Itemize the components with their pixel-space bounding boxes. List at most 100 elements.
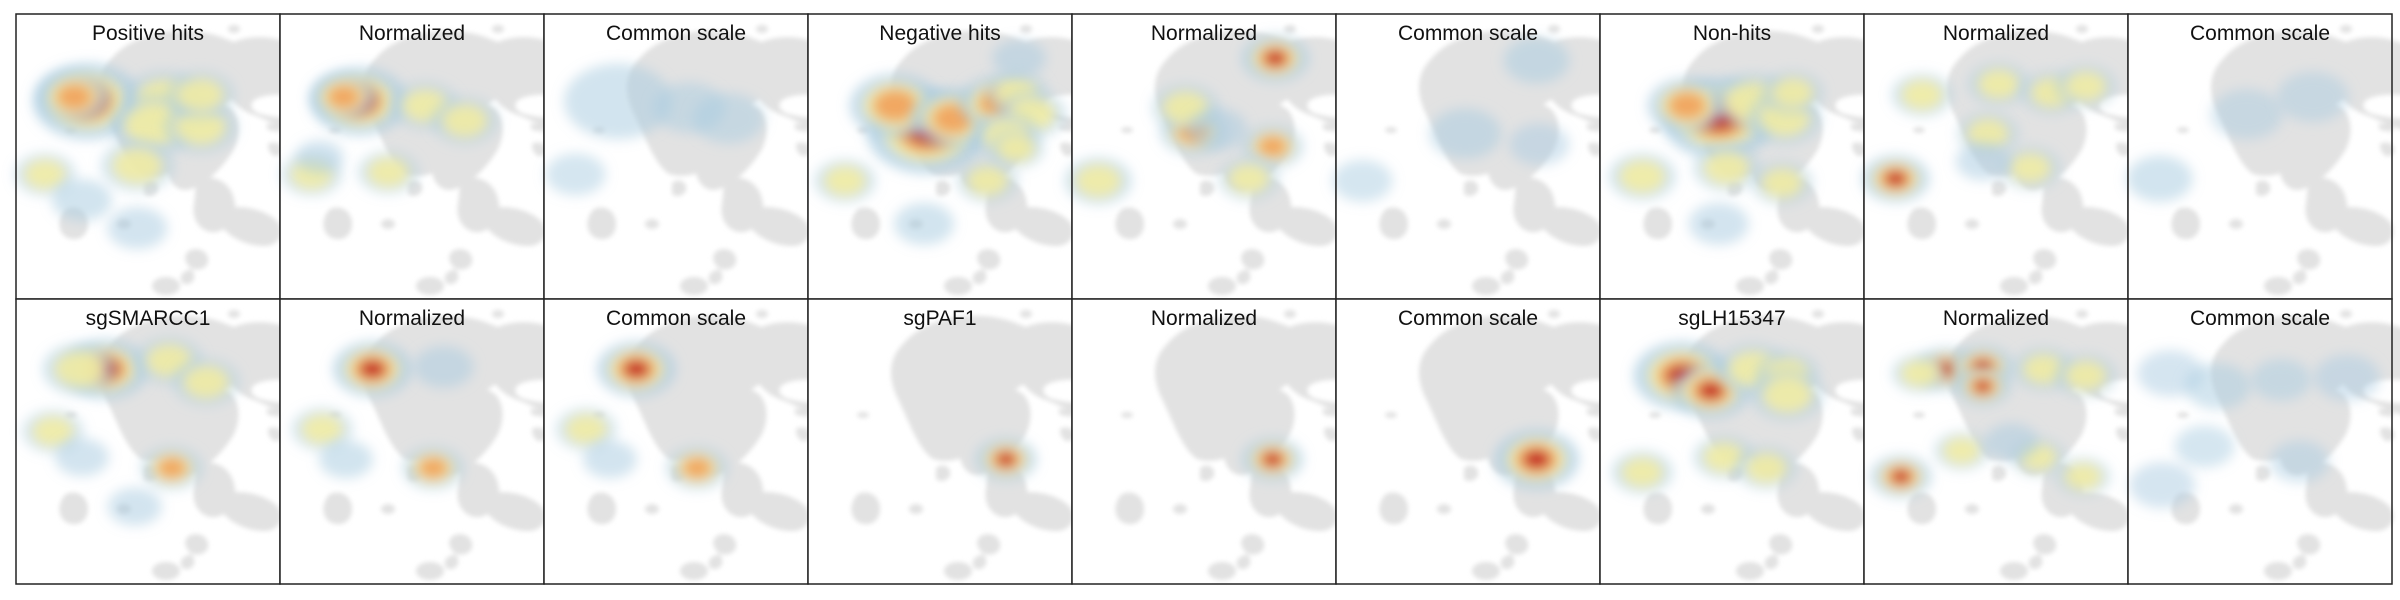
panel-title: Common scale [606,22,746,45]
density-panel: Normalized [1071,298,1430,585]
density-hotspot [1955,367,2010,406]
density-hotspot [15,153,76,196]
density-hotspot [1242,438,1303,481]
density-panel: sgLH15347 [1599,298,1958,585]
density-hotspot [38,71,111,123]
density-overlay [976,438,1036,481]
density-overlay [1242,438,1303,481]
density-hotspot [2210,89,2283,140]
density-hotspot [2056,457,2111,496]
density-hotspot [43,343,116,395]
density-hotspot [101,140,174,191]
density-panel: Normalized [1863,298,2222,585]
density-overlay [814,39,1066,245]
density-hotspot [52,179,112,222]
density-hotspot [2269,440,2330,483]
panel-title: sgPAF1 [903,307,976,330]
density-overlay [1870,345,2116,498]
panel-title: Normalized [1151,22,1257,45]
density-hotspot [2251,358,2312,401]
panel-title: Normalized [1943,307,2049,330]
panel-title: Common scale [1398,307,1538,330]
density-overlay [1612,341,1824,494]
density-hotspot [692,93,765,144]
density-overlay [292,341,474,489]
panel-title: Normalized [1151,307,1257,330]
density-hotspot [1187,108,1248,151]
density-hotspot [55,438,109,477]
density-overlay [1065,35,1309,204]
density-hotspot [563,63,672,140]
density-overlay [556,341,728,489]
density-hotspot [976,438,1036,481]
density-hotspot [989,129,1044,168]
density-overlay [1494,430,1579,489]
density-hotspot [597,341,676,397]
density-panel: Common scale [1335,298,1694,585]
density-hotspot [1955,142,2010,181]
density-hotspot [292,408,353,451]
density-hotspot [1751,369,1824,421]
density-hotspot [1218,157,1279,200]
density-hotspot [583,440,637,479]
density-hotspot [2126,155,2193,202]
density-hotspot [2000,146,2061,189]
density-hotspot [1609,153,1676,200]
density-hotspot [2129,462,2196,509]
panel-title: sgLH15347 [1678,307,1785,330]
density-hotspot [1242,125,1303,168]
density-hotspot [1984,423,2039,462]
density-hotspot [957,159,1018,202]
density-hotspot [431,97,498,144]
density-panel: Normalized [1065,13,1430,300]
density-hotspot [2314,354,2381,401]
panel-title: Non-hits [1693,22,1771,45]
density-hotspot [1862,155,1929,202]
density-hotspot [1065,157,1132,204]
panel-title: Common scale [606,307,746,330]
density-panel: sgPAF1 [807,298,1166,585]
density-hotspot [545,153,606,196]
density-hotspot [1762,71,1823,114]
density-panel: Non-hits [1599,13,1958,300]
density-panel: Common scale [1332,13,1694,300]
panel-title: Normalized [359,307,465,330]
density-hotspot [814,159,875,202]
density-panel: Common scale [543,13,902,300]
density-hotspot [310,73,377,121]
density-overlay [2126,71,2349,202]
density-hotspot [1968,63,2029,106]
density-overlay [1862,63,2116,202]
density-hotspot [358,151,419,194]
density-hotspot [2055,65,2116,108]
density-panel: Common scale [543,298,902,585]
density-panel: Common scale [2127,298,2400,585]
density-overlay [281,67,498,196]
density-hotspot [894,202,955,245]
density-hotspot [164,101,237,153]
density-hotspot [141,447,202,489]
density-overlay [15,63,237,250]
density-panel: Common scale [2126,13,2400,300]
density-hotspot [1494,430,1579,489]
density-overlay [22,337,240,526]
panel-border [2127,298,2393,585]
density-hotspot [403,447,464,489]
density-hotspot [1892,354,1947,393]
density-hotspot [1612,451,1673,494]
density-panel: Positive hits [15,13,374,300]
density-hotspot [295,140,344,174]
density-panel: Normalized [279,13,638,300]
panel-title: Normalized [1943,22,2049,45]
density-hotspot [1870,455,1931,498]
density-hotspot [107,207,168,250]
density-hotspot [1892,73,1953,116]
density-hotspot [2184,363,2251,410]
density-hotspot [319,440,373,479]
density-hotspot [333,341,412,397]
density-overlay [545,63,765,196]
panel-grid: Positive hits Normalized Common scale Negat… [15,13,2400,585]
density-overlay [2129,350,2381,509]
panel-title: Common scale [1398,22,1538,45]
